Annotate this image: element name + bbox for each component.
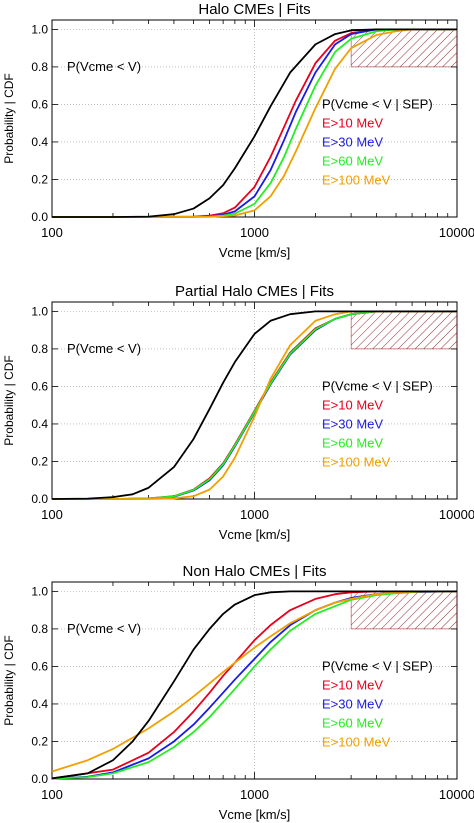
x-tick-label: 100 xyxy=(41,507,63,522)
legend-entry: E>10 MeV xyxy=(322,677,383,692)
annotation-conditional: P(Vcme < V | SEP) xyxy=(322,658,433,673)
x-axis-label: Vcme [km/s] xyxy=(219,807,291,822)
legend-entry: E>10 MeV xyxy=(322,397,383,412)
x-axis-label: Vcme [km/s] xyxy=(219,527,291,542)
hatched-region xyxy=(350,311,458,350)
chart-title: Halo CMEs | Fits xyxy=(198,1,310,18)
annotation-conditional: P(Vcme < V | SEP) xyxy=(322,378,433,393)
legend-entry: E>30 MeV xyxy=(322,134,383,149)
chart-title: Non Halo CMEs | Fits xyxy=(183,563,327,580)
annotation-unconditional: P(Vcme < V) xyxy=(67,341,141,356)
chart-title: Partial Halo CMEs | Fits xyxy=(175,283,334,300)
y-tick-label: 0.6 xyxy=(31,659,48,673)
y-tick-label: 0.0 xyxy=(31,772,48,786)
x-tick-label: 10000 xyxy=(439,225,474,240)
y-axis-label: Probability | CDF xyxy=(2,73,16,163)
annotation-unconditional: P(Vcme < V) xyxy=(67,59,141,74)
y-tick-label: 0.4 xyxy=(31,697,48,711)
y-tick-label: 0.8 xyxy=(31,342,48,356)
x-tick-label: 1000 xyxy=(240,787,269,802)
series-line-e-100-mev xyxy=(52,310,457,500)
legend-entry: E>60 MeV xyxy=(322,153,383,168)
legend-entry: E>100 MeV xyxy=(322,734,391,749)
y-tick-label: 0.6 xyxy=(31,97,48,111)
y-tick-label: 0.4 xyxy=(31,135,48,149)
x-tick-label: 10000 xyxy=(439,787,474,802)
chart-panel-1: 100 1000 10000 0.0 0.2 0.4 0.6 0.8 1.0 Halo CMEs … xyxy=(2,1,474,260)
chart-panel-2: 100 1000 10000 0.0 0.2 0.4 0.6 0.8 1.0 Partial Ha… xyxy=(2,283,474,542)
annotation-unconditional: P(Vcme < V) xyxy=(67,621,141,636)
y-tick-label: 0.2 xyxy=(31,454,48,468)
legend-entry: E>30 MeV xyxy=(322,416,383,431)
legend-entry: E>30 MeV xyxy=(322,696,383,711)
legend-entry: E>10 MeV xyxy=(322,115,383,130)
legend-entry: E>60 MeV xyxy=(322,715,383,730)
series-line-e-100-mev xyxy=(51,590,457,773)
series-line-e-60-mev xyxy=(51,590,457,780)
y-tick-label: 0.6 xyxy=(31,379,48,393)
series-line-e-100-mev xyxy=(52,28,457,218)
hatched-region xyxy=(350,591,458,630)
y-tick-label: 0.2 xyxy=(31,172,48,186)
y-axis-label: Probability | CDF xyxy=(2,355,16,445)
legend-entry: E>100 MeV xyxy=(322,172,391,187)
annotation-conditional: P(Vcme < V | SEP) xyxy=(322,96,433,111)
y-tick-label: 1.0 xyxy=(31,22,48,36)
x-axis-label: Vcme [km/s] xyxy=(219,245,291,260)
series-line-unconditional xyxy=(51,590,457,780)
y-tick-label: 0.0 xyxy=(31,210,48,224)
x-tick-label: 100 xyxy=(41,787,63,802)
y-tick-label: 0.8 xyxy=(31,622,48,636)
y-tick-label: 1.0 xyxy=(31,584,48,598)
y-tick-label: 1.0 xyxy=(31,304,48,318)
series-line-unconditional xyxy=(51,310,457,500)
legend-entry: E>100 MeV xyxy=(322,454,391,469)
y-tick-label: 0.8 xyxy=(31,60,48,74)
legend-entry: E>60 MeV xyxy=(322,435,383,450)
y-axis-label: Probability | CDF xyxy=(2,635,16,725)
y-tick-label: 0.0 xyxy=(31,492,48,506)
series-line-unconditional xyxy=(52,28,457,218)
y-tick-label: 0.4 xyxy=(31,417,48,431)
x-tick-label: 1000 xyxy=(240,225,269,240)
y-tick-label: 0.2 xyxy=(31,734,48,748)
x-tick-label: 1000 xyxy=(240,507,269,522)
chart-panel-3: 100 1000 10000 0.0 0.2 0.4 0.6 0.8 1.0 Non Halo C… xyxy=(2,563,474,822)
hatched-region xyxy=(350,29,458,68)
series-line-e-60-mev xyxy=(52,310,457,500)
x-tick-label: 100 xyxy=(41,225,63,240)
x-tick-label: 10000 xyxy=(439,507,474,522)
